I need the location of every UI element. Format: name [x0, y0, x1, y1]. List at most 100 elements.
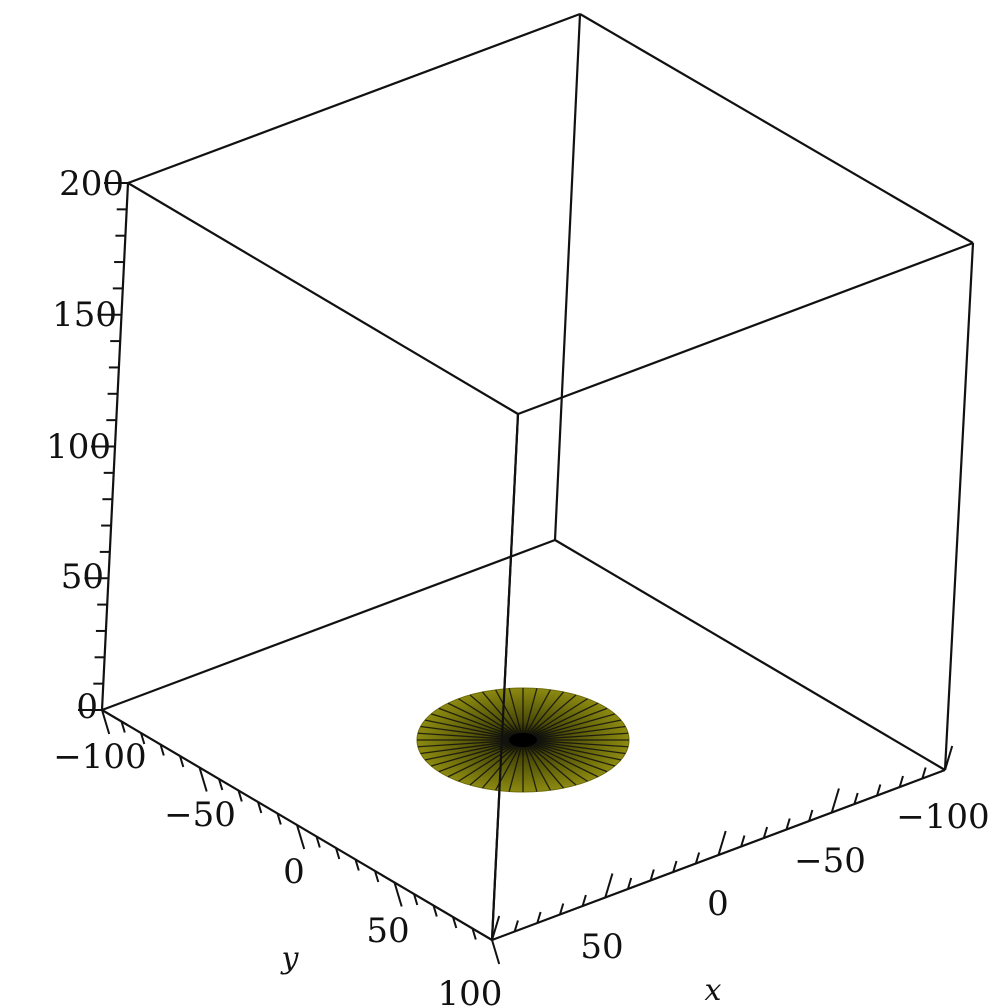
x-major-tick	[830, 788, 840, 813]
x-minor-tick	[876, 784, 882, 796]
y-minor-tick	[315, 836, 321, 848]
disk-spoke	[522, 691, 565, 741]
y-tick-label: −100	[53, 737, 146, 777]
x-axis-ticks	[491, 745, 954, 941]
y-tick-label: 0	[283, 852, 305, 892]
x-minor-tick	[581, 894, 587, 907]
disk-spoke	[447, 702, 524, 741]
y-minor-tick	[218, 778, 224, 791]
box-edge	[579, 13, 974, 244]
y-minor-tick	[471, 928, 477, 940]
box-edge	[127, 12, 581, 185]
disk-spoke	[522, 739, 552, 791]
x-tick-label: −50	[794, 841, 866, 881]
y-minor-tick	[354, 859, 360, 871]
disk-spoke	[420, 725, 524, 741]
y-axis-ticks	[101, 709, 501, 965]
disk-spoke	[522, 739, 615, 767]
disk-spoke	[469, 694, 524, 741]
x-axis-label: x	[705, 973, 722, 1007]
x-minor-tick	[762, 826, 769, 839]
disk-spoke	[522, 739, 626, 755]
z-tick-label: 50	[61, 557, 104, 597]
x-minor-tick	[853, 792, 859, 805]
disk-spoke	[447, 739, 524, 778]
disk-spoke	[424, 739, 524, 761]
disk-spoke	[431, 739, 524, 767]
bounding-box	[100, 12, 975, 942]
y-axis-label: y	[280, 941, 300, 976]
y-major-tick	[393, 882, 403, 907]
y-tick-labels: −100 −50 0 50 100	[53, 737, 502, 1007]
disk-spoke	[522, 739, 599, 778]
x-minor-tick	[921, 767, 927, 779]
disk-spoke	[417, 732, 524, 741]
disk-spoke	[522, 688, 538, 741]
disk-spoke	[431, 713, 524, 741]
y-minor-tick	[413, 893, 419, 906]
x-minor-tick	[740, 835, 746, 847]
disk-center	[509, 733, 537, 747]
x-tick-label: 0	[707, 884, 729, 924]
disk-spoke	[458, 698, 524, 741]
z-tick-label: 150	[52, 295, 117, 335]
disk-spoke	[522, 707, 608, 741]
y-minor-tick	[140, 732, 146, 745]
y-minor-tick	[452, 916, 458, 929]
y-major-tick	[296, 824, 306, 850]
x-minor-tick	[626, 877, 633, 890]
y-tick-label: 100	[438, 974, 503, 1007]
x-minor-tick	[898, 775, 904, 788]
disk-spoke	[522, 739, 629, 748]
y-major-tick	[101, 709, 111, 735]
y-minor-tick	[237, 790, 243, 802]
y-minor-tick	[120, 721, 126, 733]
disk-spoke	[522, 698, 588, 741]
disk-spoke	[438, 707, 524, 741]
box-edge	[943, 242, 975, 771]
disk-spoke	[417, 739, 524, 748]
box-edge	[517, 241, 974, 416]
x-minor-tick	[649, 869, 655, 881]
x-major-tick	[944, 745, 954, 771]
box-edge	[127, 182, 519, 415]
disk-spoke	[508, 739, 524, 792]
y-tick-label: 50	[366, 911, 409, 951]
box-edge	[553, 13, 582, 541]
y-minor-tick	[179, 755, 185, 768]
x-major-tick	[604, 873, 614, 898]
disk-spoke	[522, 719, 622, 741]
x-major-tick	[717, 830, 727, 856]
y-minor-tick	[335, 847, 341, 860]
z-tick-label: 200	[59, 164, 124, 204]
disk-spoke	[424, 719, 524, 741]
disk-spoke	[522, 694, 577, 741]
y-minor-tick	[159, 744, 165, 756]
x-minor-tick	[558, 903, 565, 915]
disk-spoke	[522, 689, 552, 741]
x-minor-tick	[808, 809, 814, 822]
x-major-tick	[491, 915, 501, 941]
disk-spoke	[522, 739, 622, 761]
disk-surface	[416, 687, 630, 793]
disk-spoke	[438, 739, 524, 773]
disk-spoke	[494, 689, 524, 741]
box-edge-front	[490, 413, 520, 941]
box-edge	[554, 539, 946, 771]
disk-spoke	[522, 739, 577, 786]
disk-spoke	[522, 725, 626, 741]
x-minor-tick	[785, 818, 791, 830]
y-minor-tick	[257, 801, 263, 814]
z-tick-labels: 0 50 100 150 200	[46, 164, 124, 727]
box-edge	[101, 538, 556, 712]
disk-spoke	[522, 713, 615, 741]
x-tick-label: 50	[580, 927, 623, 967]
disk-spoke	[469, 739, 524, 786]
disk-spoke	[458, 739, 524, 782]
y-minor-tick	[374, 870, 380, 883]
y-major-tick	[491, 939, 501, 965]
disk-spoke	[522, 739, 565, 789]
z-tick-label: 0	[76, 687, 98, 727]
disk-spoke	[522, 739, 588, 782]
